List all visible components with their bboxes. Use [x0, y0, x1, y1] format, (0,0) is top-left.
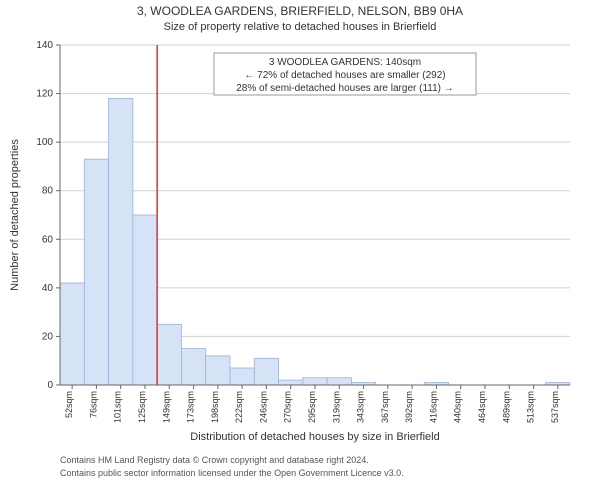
bar: [157, 324, 181, 385]
annotation-line3: 28% of semi-detached houses are larger (…: [236, 83, 454, 94]
bar: [109, 98, 133, 385]
bar: [230, 368, 254, 385]
x-tick-label: 513sqm: [526, 391, 536, 423]
bar: [181, 349, 205, 385]
x-axis-label: Distribution of detached houses by size …: [190, 431, 439, 443]
chart-container: 3, WOODLEA GARDENS, BRIERFIELD, NELSON, …: [0, 0, 600, 500]
x-tick-label: 537sqm: [550, 391, 560, 423]
bar: [327, 378, 351, 385]
x-tick-label: 319sqm: [331, 391, 341, 423]
x-tick-label: 464sqm: [477, 391, 487, 423]
x-tick-label: 392sqm: [404, 391, 414, 423]
y-tick-label: 40: [42, 283, 54, 294]
x-tick-label: 198sqm: [210, 391, 220, 423]
x-tick-label: 76sqm: [88, 391, 98, 418]
histogram-chart: 3, WOODLEA GARDENS, BRIERFIELD, NELSON, …: [0, 0, 600, 500]
x-tick-label: 222sqm: [234, 391, 244, 423]
bar: [133, 215, 157, 385]
bar: [60, 283, 84, 385]
y-tick-label: 60: [42, 234, 54, 245]
x-tick-label: 295sqm: [307, 391, 317, 423]
x-tick-label: 416sqm: [428, 391, 438, 423]
annotation-line1: 3 WOODLEA GARDENS: 140sqm: [269, 57, 421, 68]
x-tick-label: 343sqm: [356, 391, 366, 423]
annotation-line2: ← 72% of detached houses are smaller (29…: [244, 70, 445, 81]
y-tick-label: 80: [42, 186, 54, 197]
footer-line2: Contains public sector information licen…: [60, 468, 404, 478]
x-tick-label: 173sqm: [186, 391, 196, 423]
bar: [206, 356, 230, 385]
bar: [279, 380, 303, 385]
footer-line1: Contains HM Land Registry data © Crown c…: [60, 455, 369, 465]
x-tick-label: 489sqm: [501, 391, 511, 423]
bar: [303, 378, 327, 385]
y-tick-label: 20: [42, 331, 54, 342]
x-tick-label: 52sqm: [64, 391, 74, 418]
x-tick-label: 149sqm: [161, 391, 171, 423]
chart-title-line2: Size of property relative to detached ho…: [164, 21, 437, 33]
x-tick-label: 246sqm: [258, 391, 268, 423]
x-tick-label: 101sqm: [113, 391, 123, 423]
y-tick-label: 100: [36, 137, 53, 148]
chart-title-line1: 3, WOODLEA GARDENS, BRIERFIELD, NELSON, …: [137, 4, 463, 18]
x-tick-label: 125sqm: [137, 391, 147, 423]
x-tick-label: 440sqm: [453, 391, 463, 423]
bar: [254, 358, 278, 385]
y-tick-label: 0: [47, 380, 53, 391]
x-tick-label: 270sqm: [283, 391, 293, 423]
y-tick-label: 140: [36, 40, 53, 51]
y-tick-label: 120: [36, 89, 53, 100]
x-tick-label: 367sqm: [380, 391, 390, 423]
bar: [84, 159, 108, 385]
y-axis-label: Number of detached properties: [9, 139, 21, 291]
